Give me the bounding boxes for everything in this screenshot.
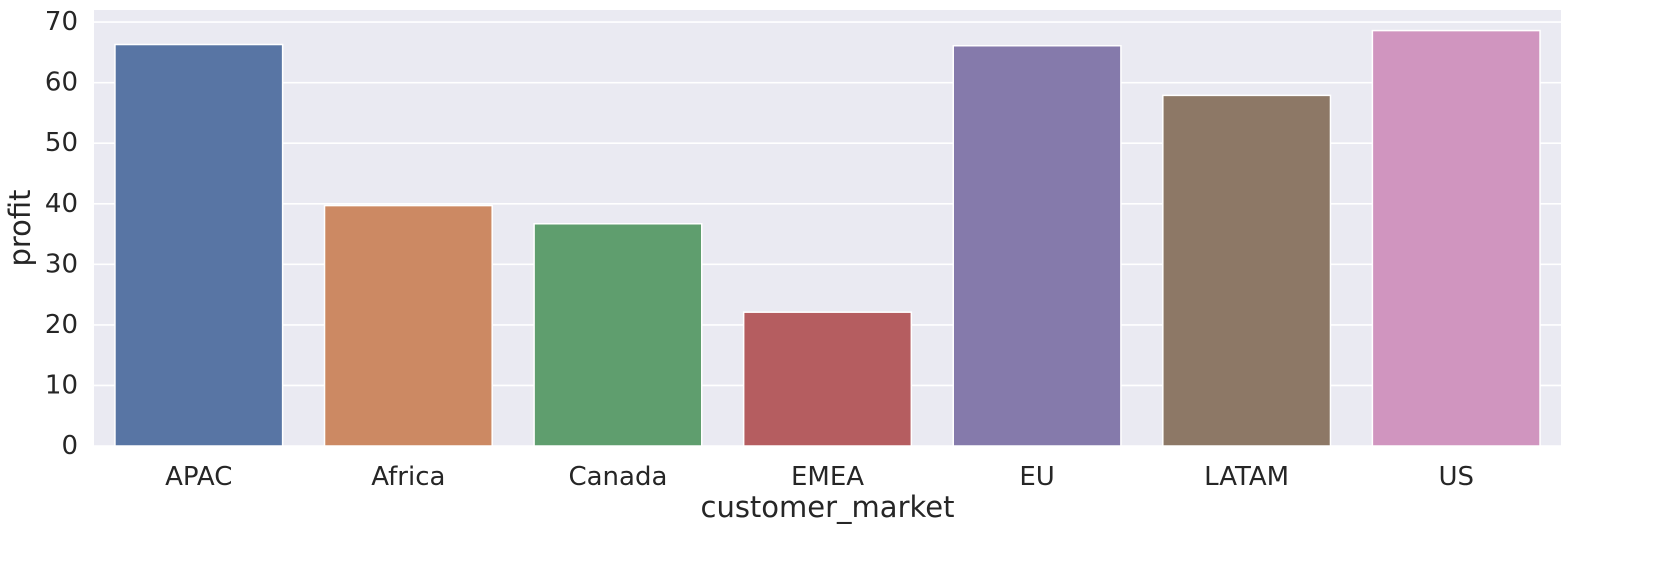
y-tick-label: 10 <box>45 370 78 400</box>
bar-emea <box>742 311 913 447</box>
x-axis-ticks: APAC Africa Canada EMEA EU LATAM US <box>165 462 1474 492</box>
bar-eu <box>952 44 1122 447</box>
x-tick-label: EU <box>1019 462 1054 492</box>
bar-latam <box>1162 94 1332 447</box>
y-tick-label: 20 <box>45 310 78 340</box>
x-tick-label: Africa <box>371 462 445 492</box>
x-axis-label: customer_market <box>701 490 955 524</box>
bars <box>114 29 1541 447</box>
x-tick-label: EMEA <box>791 462 864 492</box>
y-tick-label: 30 <box>45 249 78 279</box>
y-axis-ticks: 0 10 20 30 40 50 60 70 <box>45 7 78 461</box>
x-tick-label: LATAM <box>1204 462 1289 492</box>
y-tick-label: 0 <box>61 431 78 461</box>
x-tick-label: Canada <box>568 462 667 492</box>
bar-apac <box>114 43 284 447</box>
bar-us <box>1371 29 1541 447</box>
y-tick-label: 70 <box>45 7 78 37</box>
x-tick-label: US <box>1438 462 1474 492</box>
y-axis-label: profit <box>3 189 37 266</box>
x-tick-label: APAC <box>165 462 232 492</box>
bar-africa <box>323 204 493 447</box>
y-tick-label: 50 <box>45 128 78 158</box>
y-tick-label: 40 <box>45 189 78 219</box>
y-tick-label: 60 <box>45 68 78 98</box>
bar-canada <box>533 223 703 447</box>
